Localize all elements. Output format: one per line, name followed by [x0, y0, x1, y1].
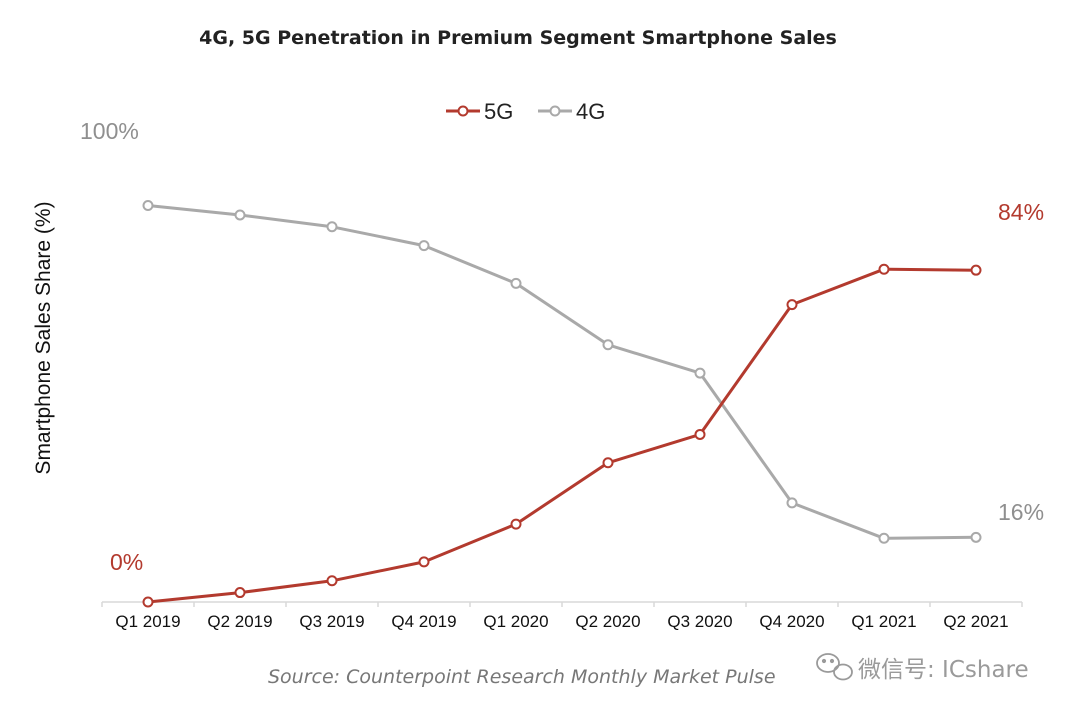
point-5g-q3-2020	[694, 428, 706, 440]
x-axis-ticks: Q1 2019 Q2 2019 Q3 2019 Q4 2019 Q1 2020 Q2 20…	[101, 602, 1023, 631]
series-line-5g	[146, 267, 978, 604]
series-line-4g	[146, 204, 978, 540]
x-tick-label-q2-2021: Q2 2021	[943, 612, 1008, 631]
chart-title: 4G, 5G Penetration in Premium Segment Sm…	[199, 27, 837, 49]
annotation-5g-end: 84%	[998, 199, 1044, 225]
point-4g-q3-2019	[326, 221, 338, 233]
x-tick-label-q1-2021: Q1 2021	[851, 612, 916, 631]
point-5g-q2-2020	[602, 457, 614, 469]
point-5g-q2-2019	[234, 587, 246, 599]
point-4g-q4-2019	[418, 240, 430, 252]
point-5g-q4-2020	[786, 299, 798, 311]
x-tick-label-q1-2020: Q1 2020	[483, 612, 548, 631]
legend-label-4g: 4G	[576, 99, 605, 124]
x-tick-label-q2-2020: Q2 2020	[575, 612, 640, 631]
point-4g-q1-2019	[142, 200, 154, 212]
y-axis-label: Smartphone Sales Share (%)	[32, 201, 55, 474]
x-tick-label-q1-2019: Q1 2019	[115, 612, 180, 631]
legend-label-5g: 5G	[484, 99, 513, 124]
point-4g-q2-2019	[234, 209, 246, 221]
legend-item-4g: 4G	[538, 99, 605, 124]
point-5g-q2-2021	[970, 264, 982, 276]
watermark-text: 微信号: ICshare	[858, 657, 1029, 683]
x-tick-label-q4-2020: Q4 2020	[759, 612, 824, 631]
x-tick-label-q2-2019: Q2 2019	[207, 612, 272, 631]
legend: 5G 4G	[446, 99, 605, 124]
series-layer	[142, 200, 982, 608]
series-5g	[142, 263, 982, 608]
series-4g	[142, 200, 982, 544]
point-4g-q1-2021	[878, 532, 890, 544]
x-tick-label-q3-2019: Q3 2019	[299, 612, 364, 631]
point-5g-q3-2019	[326, 575, 338, 587]
source-note: Source: Counterpoint Research Monthly Ma…	[268, 666, 776, 688]
point-4g-q4-2020	[786, 497, 798, 509]
annotation-4g-end: 16%	[998, 499, 1044, 525]
annotation-5g-start: 0%	[110, 549, 143, 575]
point-4g-q2-2021	[970, 531, 982, 543]
point-4g-q1-2020	[510, 277, 522, 289]
wechat-icon	[816, 653, 853, 681]
annotation-4g-start: 100%	[80, 118, 139, 144]
x-tick-label-q3-2020: Q3 2020	[667, 612, 732, 631]
point-5g-q4-2019	[418, 556, 430, 568]
x-tick-label-q4-2019: Q4 2019	[391, 612, 456, 631]
legend-item-5g: 5G	[446, 99, 513, 124]
point-5g-q1-2020	[510, 518, 522, 530]
watermark: 微信号: ICshare	[816, 653, 1029, 683]
point-5g-q1-2019	[142, 596, 154, 608]
point-5g-q1-2021	[878, 263, 890, 275]
point-4g-q3-2020	[694, 367, 706, 379]
legend-marker-5g	[457, 105, 469, 117]
legend-marker-4g	[549, 105, 561, 117]
point-4g-q2-2020	[602, 339, 614, 351]
